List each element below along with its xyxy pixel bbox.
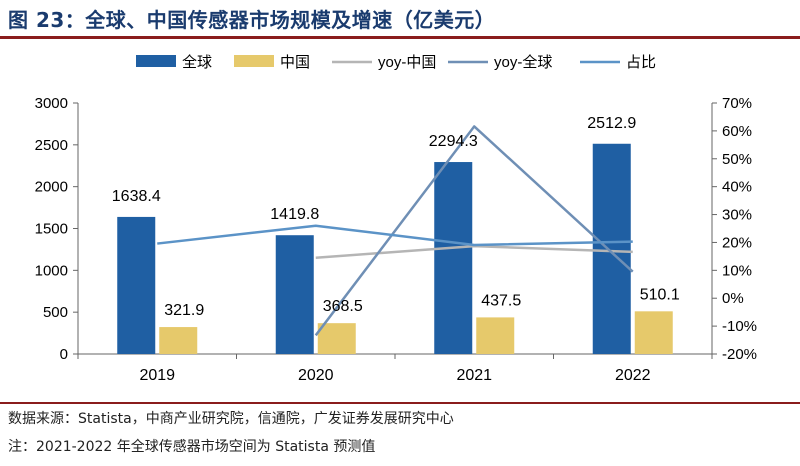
legend-swatch-中国 bbox=[234, 55, 274, 67]
bar-全球-2021 bbox=[434, 162, 473, 354]
right-tick-label: 0% bbox=[722, 290, 744, 307]
left-tick-label: 1000 bbox=[35, 262, 68, 279]
data-label-中国-2020: 368.5 bbox=[323, 298, 363, 315]
x-tick-label: 2019 bbox=[139, 367, 175, 384]
bar-中国-2019 bbox=[159, 327, 198, 354]
bar-全球-2022 bbox=[592, 143, 631, 354]
left-tick-label: 2000 bbox=[35, 179, 68, 196]
lines bbox=[157, 125, 634, 337]
footer-divider bbox=[0, 402, 800, 404]
data-label-中国-2021: 437.5 bbox=[481, 292, 521, 309]
legend-swatch-全球 bbox=[136, 55, 176, 67]
bar-全球-2020 bbox=[275, 235, 314, 354]
data-label-全球-2021: 2294.3 bbox=[429, 133, 478, 150]
right-tick-label: 60% bbox=[722, 123, 752, 140]
right-tick-label: 30% bbox=[722, 207, 752, 224]
legend-label-中国: 中国 bbox=[280, 54, 310, 71]
bar-中国-2022 bbox=[634, 311, 673, 354]
bar-全球-2019 bbox=[117, 216, 156, 354]
x-tick-label: 2022 bbox=[615, 367, 651, 384]
left-tick-label: 3000 bbox=[35, 95, 68, 112]
right-tick-label: 20% bbox=[722, 234, 752, 251]
data-label-中国-2019: 321.9 bbox=[164, 302, 204, 319]
bars bbox=[117, 143, 673, 354]
footnote: 注：2021-2022 年全球传感器市场空间为 Statista 预测值 bbox=[8, 439, 376, 455]
legend: 全球 中国 yoy-中国 yoy-全球 占比 bbox=[136, 53, 656, 71]
x-tick-label: 2020 bbox=[298, 367, 334, 384]
combo-chart: 全球 中国 yoy-中国 yoy-全球 占比 0 500 1000 1500 2000 2500 3… bbox=[35, 53, 757, 384]
legend-label-全球: 全球 bbox=[182, 53, 212, 71]
legend-label-占比: 占比 bbox=[626, 54, 656, 71]
left-tick-label: 1500 bbox=[35, 221, 68, 238]
figure-title: 图 23：全球、中国传感器市场规模及增速（亿美元） bbox=[8, 8, 496, 32]
bar-中国-2021 bbox=[476, 317, 515, 354]
right-tick-label: 40% bbox=[722, 179, 752, 196]
line-yoy-中国 bbox=[315, 244, 633, 260]
data-label-全球-2022: 2512.9 bbox=[587, 115, 636, 132]
data-labels: 1638.4 1419.8 2294.3 2512.9 321.9 368.5 437.5 5… bbox=[112, 115, 680, 319]
left-tick-label: 2500 bbox=[35, 137, 68, 154]
line-yoy-全球 bbox=[314, 125, 634, 337]
left-tick-label: 0 bbox=[60, 346, 68, 363]
bar-中国-2020 bbox=[317, 323, 356, 354]
source-note: 数据来源：Statista，中商产业研究院，信通院，广发证券发展研究中心 bbox=[8, 411, 454, 427]
right-tick-label: -20% bbox=[722, 346, 757, 363]
line-占比 bbox=[157, 224, 633, 247]
right-tick-label: 10% bbox=[722, 262, 752, 279]
right-tick-label: -10% bbox=[722, 318, 757, 335]
data-label-中国-2022: 510.1 bbox=[640, 286, 680, 303]
legend-label-yoy-全球: yoy-全球 bbox=[494, 53, 552, 71]
right-tick-label: 70% bbox=[722, 95, 752, 112]
left-tick-label: 500 bbox=[43, 304, 68, 321]
data-label-全球-2019: 1638.4 bbox=[112, 188, 161, 205]
x-tick-label: 2021 bbox=[456, 367, 492, 384]
legend-label-yoy-中国: yoy-中国 bbox=[378, 54, 436, 71]
title-divider bbox=[0, 36, 800, 39]
right-tick-label: 50% bbox=[722, 151, 752, 168]
data-label-全球-2020: 1419.8 bbox=[270, 206, 319, 223]
